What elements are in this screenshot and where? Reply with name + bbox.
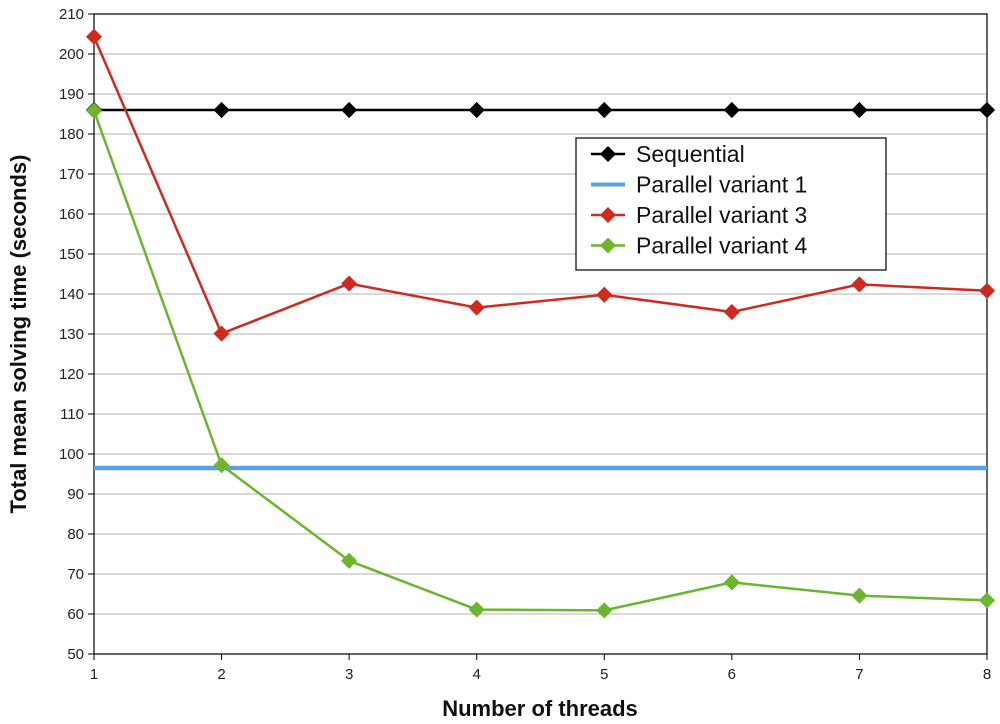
legend-swatch-marker bbox=[600, 146, 616, 162]
legend-box bbox=[575, 137, 887, 271]
legend-label: Parallel variant 1 bbox=[636, 172, 807, 198]
x-tick-label-4: 4 bbox=[473, 666, 481, 683]
x-tick-label-8: 8 bbox=[983, 666, 991, 683]
legend-item-parallel-variant-4: Parallel variant 4 bbox=[591, 233, 808, 259]
y-tick-label-190: 190 bbox=[59, 86, 84, 103]
y-tick-label-200: 200 bbox=[59, 46, 84, 63]
data-point-parallel-variant-3-4 bbox=[468, 299, 485, 316]
data-point-parallel-variant-3-7 bbox=[851, 276, 868, 293]
y-tick-label-150: 150 bbox=[59, 246, 84, 263]
y-tick-label-70: 70 bbox=[67, 566, 84, 583]
y-tick-label-160: 160 bbox=[59, 206, 84, 223]
y-tick-label-120: 120 bbox=[59, 366, 84, 383]
data-point-parallel-variant-3-5 bbox=[596, 286, 613, 303]
data-point-parallel-variant-3-1 bbox=[85, 28, 103, 45]
data-point-parallel-variant-4-3 bbox=[341, 552, 358, 569]
data-point-parallel-variant-4-5 bbox=[596, 602, 613, 619]
y-tick-label-100: 100 bbox=[59, 446, 84, 463]
data-point-sequential-2 bbox=[213, 101, 230, 119]
y-tick-label-210: 210 bbox=[59, 6, 84, 23]
data-point-sequential-7 bbox=[851, 101, 868, 119]
y-tick-label-180: 180 bbox=[59, 126, 84, 143]
series-line-parallel-variant-4 bbox=[92, 110, 988, 612]
legend-item-parallel-variant-3: Parallel variant 3 bbox=[591, 202, 807, 228]
legend-label: Sequential bbox=[636, 141, 745, 167]
gridlines bbox=[94, 53, 987, 615]
y-tick-label-140: 140 bbox=[59, 286, 84, 303]
legend-swatch-marker bbox=[600, 237, 616, 254]
x-axis-title: Number of threads bbox=[442, 696, 638, 721]
legend-label: Parallel variant 4 bbox=[636, 233, 808, 259]
y-tick-label-110: 110 bbox=[60, 406, 84, 423]
series-sequential bbox=[85, 101, 996, 119]
series-line-parallel-variant-3 bbox=[92, 36, 988, 335]
data-point-parallel-variant-3-6 bbox=[723, 303, 740, 321]
legend-swatch-marker bbox=[600, 207, 616, 223]
data-point-sequential-4 bbox=[468, 101, 485, 119]
legend-item-parallel-variant-1: Parallel variant 1 bbox=[591, 172, 807, 198]
y-tick-label-50: 50 bbox=[67, 646, 84, 663]
y-axis-title: Total mean solving time (seconds) bbox=[6, 155, 31, 514]
data-point-parallel-variant-4-8 bbox=[978, 592, 996, 609]
x-tick-label-6: 6 bbox=[728, 666, 736, 683]
data-point-parallel-variant-4-6 bbox=[723, 574, 740, 591]
data-point-sequential-6 bbox=[723, 101, 740, 119]
series-layer bbox=[85, 28, 996, 619]
data-point-parallel-variant-3-8 bbox=[978, 282, 996, 299]
data-point-parallel-variant-3-2 bbox=[213, 325, 230, 342]
x-axis-ticks: 1 2 3 4 5 6 7 8 bbox=[90, 654, 991, 683]
x-tick-label-3: 3 bbox=[345, 666, 353, 683]
data-point-parallel-variant-4-2 bbox=[213, 457, 230, 474]
data-point-parallel-variant-4-7 bbox=[851, 587, 868, 604]
x-tick-label-1: 1 bbox=[90, 666, 98, 683]
data-point-sequential-5 bbox=[596, 101, 613, 119]
data-point-sequential-8 bbox=[978, 101, 996, 119]
y-tick-label-90: 90 bbox=[67, 486, 84, 503]
series-parallel-variant-3 bbox=[85, 28, 996, 342]
x-tick-label-5: 5 bbox=[600, 666, 608, 683]
x-tick-label-7: 7 bbox=[855, 666, 863, 683]
data-point-parallel-variant-4-1 bbox=[85, 102, 103, 119]
legend-item-sequential: Sequential bbox=[591, 141, 745, 167]
y-tick-label-60: 60 bbox=[67, 606, 84, 623]
data-point-parallel-variant-3-3 bbox=[341, 275, 358, 292]
y-tick-label-130: 130 bbox=[59, 326, 84, 343]
legend: Sequential Parallel variant 1 Parallel var… bbox=[575, 137, 887, 271]
y-axis-ticks: 50 60 70 80 90 100 110 120 130 140 150 160 170 180 190… bbox=[59, 6, 94, 663]
x-tick-label-2: 2 bbox=[217, 666, 225, 683]
y-tick-label-80: 80 bbox=[67, 526, 84, 543]
data-point-sequential-3 bbox=[341, 101, 358, 119]
y-tick-label-170: 170 bbox=[59, 166, 84, 183]
series-parallel-variant-4 bbox=[85, 102, 996, 619]
legend-label: Parallel variant 3 bbox=[636, 202, 807, 228]
data-point-parallel-variant-4-4 bbox=[468, 601, 485, 618]
